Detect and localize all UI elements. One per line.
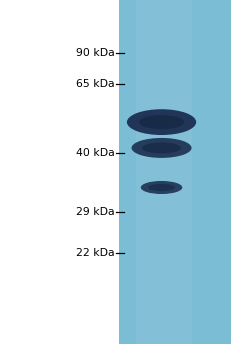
- Ellipse shape: [131, 138, 191, 158]
- Ellipse shape: [142, 142, 181, 153]
- Ellipse shape: [127, 109, 196, 135]
- Text: 22 kDa: 22 kDa: [76, 248, 114, 258]
- Text: 65 kDa: 65 kDa: [76, 79, 114, 89]
- Text: 40 kDa: 40 kDa: [76, 148, 114, 158]
- Ellipse shape: [148, 184, 175, 191]
- Text: 29 kDa: 29 kDa: [76, 206, 114, 217]
- Ellipse shape: [141, 181, 182, 194]
- Bar: [136, 0, 192, 344]
- Text: 90 kDa: 90 kDa: [76, 48, 114, 58]
- Bar: [119, 0, 231, 344]
- Ellipse shape: [139, 115, 184, 129]
